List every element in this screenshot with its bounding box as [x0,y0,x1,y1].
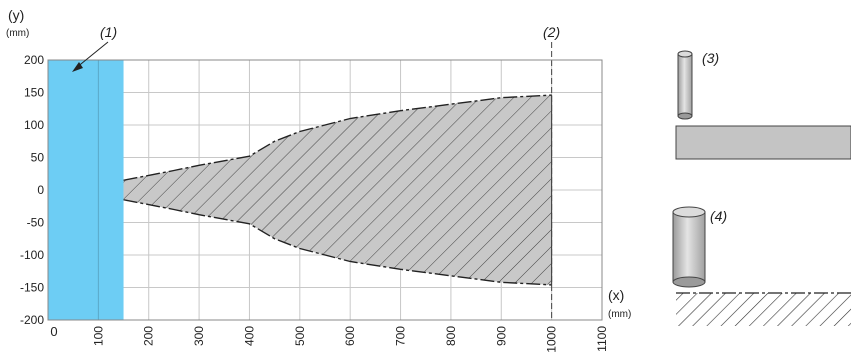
detection-zone-layer [48,60,553,320]
y-tick-label: -200 [20,313,44,327]
y-tick-label: 150 [24,86,44,100]
lower-boundary-line [123,199,552,286]
y-tick-label: 50 [31,151,45,165]
large-rod-callout: (4) [710,208,727,224]
small-rod-callout: (3) [702,50,719,66]
detection-zone-hatch [123,95,552,285]
x-tick-label: 200 [142,326,156,346]
upper-boundary-line [123,94,552,181]
x-axis-label: (x) [608,287,624,303]
y-axis-unit: (mm) [6,28,29,39]
max-range-callout: (2) [543,24,560,40]
x-tick-label: 400 [242,326,256,346]
blind-zone-arrowhead [72,62,83,72]
y-tick-label: -50 [27,216,45,230]
x-tick-label: 900 [494,326,508,346]
x-tick-label: 100 [91,326,105,346]
blind-zone-callout: (1) [100,24,117,40]
y-tick-label: -100 [20,248,44,262]
y-tick-label: 200 [24,53,44,67]
x-tick-label: 300 [192,326,206,346]
blind-zone [48,60,124,320]
plot-frame [47,59,603,321]
x-tick-label: 1000 [545,326,559,353]
solid-surface [675,125,851,160]
x-axis-unit: (mm) [608,309,631,320]
blind-zone-leader [75,41,109,69]
small-rod-illustration [677,50,693,120]
y-tick-label: 100 [24,118,44,132]
large-rod-illustration [672,206,706,288]
x-tick-label: 500 [293,326,307,346]
x-tick-label: 0 [50,324,57,339]
y-tick-label: -150 [20,281,44,295]
hatched-surface [676,292,851,326]
y-axis-label: (y) [8,7,24,23]
x-tick-label: 1100 [595,326,609,352]
x-tick-label: 700 [394,326,408,346]
x-tick-label: 600 [343,326,357,346]
y-tick-label: 0 [37,183,44,197]
x-tick-label: 800 [444,326,458,346]
